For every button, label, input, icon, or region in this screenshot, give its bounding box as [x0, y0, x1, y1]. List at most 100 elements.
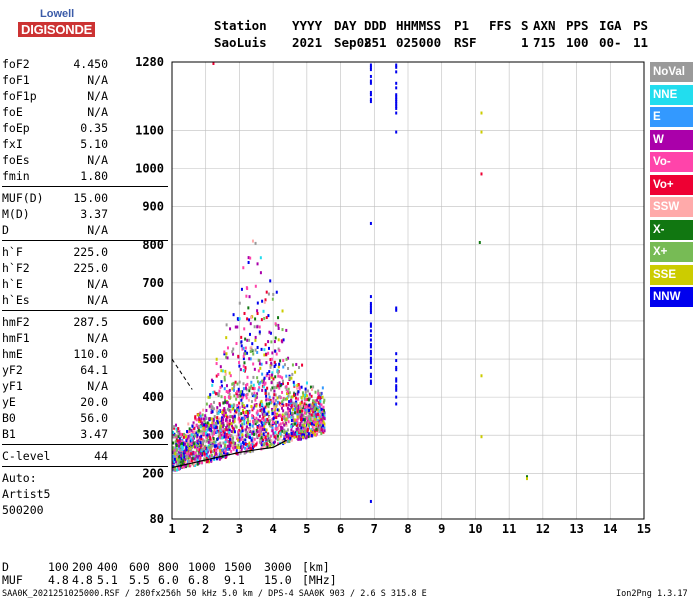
data-point — [251, 315, 254, 319]
data-point — [395, 308, 398, 312]
data-point — [262, 446, 265, 450]
data-point — [186, 442, 189, 446]
data-point — [285, 403, 288, 407]
data-point — [279, 375, 282, 379]
data-point — [302, 414, 305, 418]
footer-value: 6.8 — [188, 573, 209, 587]
data-point — [267, 340, 270, 344]
data-point — [172, 448, 175, 452]
data-point — [281, 309, 284, 313]
data-point — [299, 431, 302, 435]
data-point — [238, 380, 241, 384]
data-point — [174, 452, 177, 456]
data-point — [262, 378, 265, 382]
data-point — [267, 432, 270, 436]
data-point — [312, 385, 315, 389]
data-point — [290, 376, 293, 380]
auto-line: Auto: — [2, 471, 37, 485]
data-point — [178, 437, 181, 441]
data-point — [195, 418, 198, 422]
data-point — [237, 412, 240, 416]
data-point — [298, 437, 301, 441]
data-point — [235, 392, 238, 396]
data-point — [304, 390, 307, 394]
data-point — [322, 400, 325, 404]
data-point — [277, 427, 280, 431]
data-point — [269, 331, 272, 335]
data-point — [395, 70, 398, 74]
data-point — [288, 391, 291, 395]
param-row: foEs N/A — [2, 152, 108, 168]
data-point — [279, 402, 282, 406]
legend-item-vo: Vo- — [650, 152, 693, 172]
data-point — [184, 458, 187, 462]
data-point — [480, 111, 483, 115]
data-point — [369, 79, 372, 83]
legend-item-nne: NNE — [650, 84, 693, 105]
data-point — [277, 347, 280, 351]
data-point — [255, 411, 258, 415]
data-point — [293, 422, 296, 426]
data-point — [304, 393, 307, 397]
data-point — [311, 417, 314, 421]
param-row: foF1 N/A — [2, 72, 108, 88]
chart-points — [172, 62, 528, 503]
data-point — [322, 405, 325, 409]
data-point — [212, 62, 215, 65]
data-point — [369, 359, 372, 363]
data-point — [193, 462, 196, 466]
data-point — [296, 383, 299, 387]
data-point — [200, 437, 203, 441]
data-point — [229, 374, 232, 378]
data-point — [248, 318, 251, 322]
data-point — [293, 435, 296, 439]
data-point — [251, 424, 254, 428]
x-tick-label: 8 — [404, 522, 411, 536]
data-point — [242, 404, 245, 408]
data-point — [278, 423, 281, 427]
data-point — [283, 415, 286, 419]
data-point — [211, 408, 214, 412]
data-point — [217, 392, 220, 396]
data-point — [298, 435, 301, 439]
data-point — [185, 435, 188, 439]
data-point — [314, 421, 317, 425]
data-point — [395, 379, 398, 383]
param-row: M(D) 3.37 — [2, 206, 108, 222]
data-point — [228, 428, 231, 432]
data-point — [269, 434, 272, 438]
data-point — [285, 374, 288, 378]
data-point — [297, 434, 300, 438]
data-point — [264, 405, 267, 409]
data-point — [294, 407, 297, 411]
data-point — [177, 427, 180, 431]
legend-item-e: E — [650, 107, 693, 127]
data-point — [261, 417, 264, 421]
profile-curve — [171, 439, 287, 469]
param-row: foF2 4.450 — [2, 56, 108, 72]
header-cell: PS — [633, 18, 649, 33]
data-point — [313, 414, 316, 418]
data-point — [229, 444, 232, 448]
data-point — [395, 63, 398, 67]
data-point — [311, 387, 314, 391]
data-point — [261, 299, 264, 303]
footer-value: 200 — [72, 560, 93, 574]
param-name: M(D) — [2, 207, 30, 221]
data-point — [206, 454, 209, 458]
data-point — [226, 439, 229, 443]
data-point — [229, 327, 232, 331]
data-point — [181, 455, 184, 459]
data-point — [197, 430, 200, 434]
data-point — [248, 429, 251, 433]
data-point — [228, 425, 231, 429]
data-point — [395, 102, 398, 106]
data-point — [276, 438, 279, 442]
x-tick-label: 12 — [536, 522, 550, 536]
data-point — [200, 434, 203, 438]
data-point — [229, 414, 232, 418]
data-point — [305, 403, 308, 407]
data-point — [395, 352, 398, 356]
data-point — [250, 400, 253, 404]
data-point — [259, 405, 262, 409]
